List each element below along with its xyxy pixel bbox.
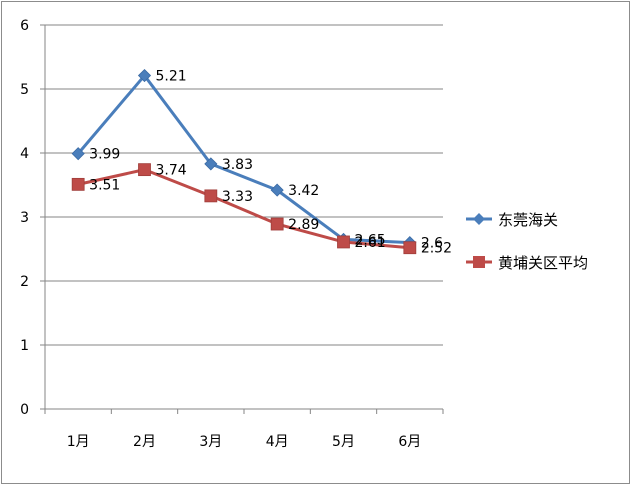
square-marker xyxy=(403,241,417,255)
y-tick-label: 4 xyxy=(20,146,29,162)
legend-label: 黄埔关区平均 xyxy=(498,254,588,272)
series-line-2 xyxy=(77,168,410,250)
data-label: 3.74 xyxy=(156,163,187,179)
data-label: 2.6 xyxy=(421,236,443,252)
diamond-marker xyxy=(71,147,85,161)
data-label: 5.21 xyxy=(156,69,187,85)
y-tick-label: 0 xyxy=(20,402,29,418)
square-marker xyxy=(138,163,151,177)
gridlines xyxy=(45,24,443,346)
axes xyxy=(40,24,444,414)
diamond-marker xyxy=(204,157,218,171)
x-tick-label: 1月 xyxy=(67,434,90,450)
x-axis-ticks: 1月 2月 3月 4月 5月 6月 xyxy=(67,434,422,450)
legend-diamond-marker xyxy=(473,213,485,225)
legend-square-marker xyxy=(473,256,485,268)
square-marker xyxy=(270,217,284,231)
y-tick-label: 6 xyxy=(20,18,29,34)
x-tick-label: 3月 xyxy=(199,434,222,450)
square-marker xyxy=(71,177,85,191)
series-group xyxy=(71,68,417,255)
square-marker xyxy=(204,189,218,203)
y-tick-label: 2 xyxy=(20,274,29,290)
x-tick-label: 2月 xyxy=(133,434,156,450)
x-tick-label: 5月 xyxy=(332,434,355,450)
y-tick-label: 1 xyxy=(20,338,29,354)
data-label: 3.83 xyxy=(222,157,253,173)
y-axis-ticks: 0 1 2 3 4 5 6 xyxy=(20,18,29,418)
data-label: 2.52 xyxy=(421,241,452,257)
data-labels-group: 3.99 5.21 3.83 3.42 2.65 2.6 3.51 3.74 3.33 2.89 2… xyxy=(89,69,452,257)
data-label: 2.89 xyxy=(288,217,319,233)
legend-label: 东莞海关 xyxy=(498,211,558,229)
series-line-1 xyxy=(77,74,410,245)
data-label: 2.61 xyxy=(355,235,386,251)
data-label: 3.51 xyxy=(89,177,120,193)
x-tick-label: 4月 xyxy=(266,434,289,450)
y-tick-label: 5 xyxy=(20,82,29,98)
x-tick-label: 6月 xyxy=(398,434,421,450)
diamond-marker xyxy=(137,68,152,83)
data-label: 2.65 xyxy=(355,232,386,248)
square-marker xyxy=(337,235,350,249)
y-tick-label: 3 xyxy=(20,210,29,226)
data-label: 3.33 xyxy=(222,189,253,205)
data-label: 3.99 xyxy=(89,147,120,163)
diamond-marker xyxy=(270,183,284,197)
data-label: 3.42 xyxy=(288,183,319,199)
